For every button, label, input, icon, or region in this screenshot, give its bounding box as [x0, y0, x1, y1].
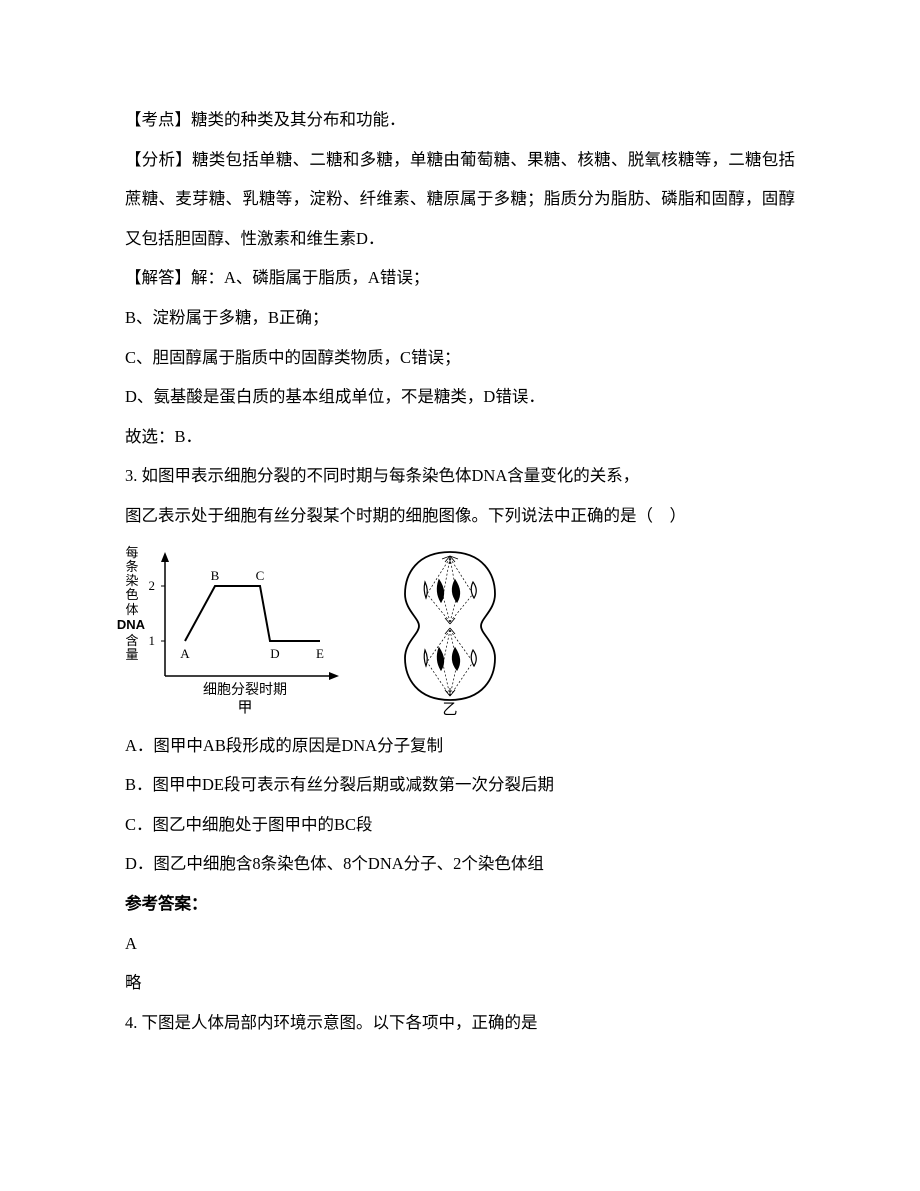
q3-opt-c: C．图乙中细胞处于图甲中的BC段: [125, 805, 795, 845]
q4-number: 4.: [125, 1013, 137, 1032]
kaodian-text: 糖类的种类及其分布和功能．: [191, 110, 406, 129]
q4-stem-text: 下图是人体局部内环境示意图。以下各项中，正确的是: [137, 1013, 537, 1032]
cell-caption: 乙: [442, 702, 457, 716]
chart-caption: 甲: [237, 700, 252, 716]
cell-svg: 乙: [395, 546, 505, 716]
fenxi-label: 【分析】: [125, 150, 192, 169]
chart-jia: 每 条 染 色 体 DNA 含 量 2 1 A B C: [125, 546, 345, 716]
q3-stem1-text: 如图甲表示细胞分裂的不同时期与每条染色体DNA含量变化的关系，: [137, 466, 639, 485]
y-axis-label-dna: DNA: [113, 618, 149, 632]
q2-kaodian: 【考点】糖类的种类及其分布和功能．: [125, 100, 795, 140]
jieda-text: 解：A、磷脂属于脂质，A错误；: [191, 268, 429, 287]
q3-answer-label: 参考答案：: [125, 884, 795, 924]
q3-opt-a: A．图甲中AB段形成的原因是DNA分子复制: [125, 726, 795, 766]
x-axis-label: 细胞分裂时期: [203, 682, 287, 698]
pt-e: E: [316, 646, 324, 661]
q3-stem-1: 3. 如图甲表示细胞分裂的不同时期与每条染色体DNA含量变化的关系，: [125, 456, 795, 496]
q3-opt-b: B．图甲中DE段可表示有丝分裂后期或减数第一次分裂后期: [125, 765, 795, 805]
q2-fenxi: 【分析】糖类包括单糖、二糖和多糖，单糖由葡萄糖、果糖、核糖、脱氧核糖等，二糖包括…: [125, 140, 795, 259]
figure-row: 每 条 染 色 体 DNA 含 量 2 1 A B C: [125, 546, 795, 716]
q3-answer: A: [125, 924, 795, 964]
y-axis-label-2: 含 量: [125, 634, 139, 663]
pt-d: D: [270, 646, 279, 661]
pt-c: C: [256, 568, 265, 583]
cell-yi: 乙: [395, 546, 505, 716]
q4-stem: 4. 下图是人体局部内环境示意图。以下各项中，正确的是: [125, 1003, 795, 1043]
q3-stem-2: 图乙表示处于细胞有丝分裂某个时期的细胞图像。下列说法中正确的是（ ）: [125, 496, 795, 536]
q2-opt-b: B、淀粉属于多糖，B正确；: [125, 298, 795, 338]
q3-lue: 略: [125, 963, 795, 1003]
y-axis-label-1: 每 条 染 色 体: [125, 546, 139, 617]
pt-a: A: [180, 646, 190, 661]
ytick-2: 2: [149, 578, 156, 593]
chart-svg: 2 1 A B C D E 细胞分裂时期 甲: [125, 546, 345, 716]
jieda-label: 【解答】: [125, 268, 191, 287]
ytick-1: 1: [149, 633, 156, 648]
q2-opt-c: C、胆固醇属于脂质中的固醇类物质，C错误；: [125, 338, 795, 378]
fenxi-text: 糖类包括单糖、二糖和多糖，单糖由葡萄糖、果糖、核糖、脱氧核糖等，二糖包括蔗糖、麦…: [125, 150, 795, 248]
kaodian-label: 【考点】: [125, 110, 191, 129]
pt-b: B: [211, 568, 220, 583]
q2-guxuan: 故选：B．: [125, 417, 795, 457]
q2-jieda: 【解答】解：A、磷脂属于脂质，A错误；: [125, 258, 795, 298]
q3-opt-d: D．图乙中细胞含8条染色体、8个DNA分子、2个染色体组: [125, 844, 795, 884]
q3-number: 3.: [125, 466, 137, 485]
q2-opt-d: D、氨基酸是蛋白质的基本组成单位，不是糖类，D错误．: [125, 377, 795, 417]
